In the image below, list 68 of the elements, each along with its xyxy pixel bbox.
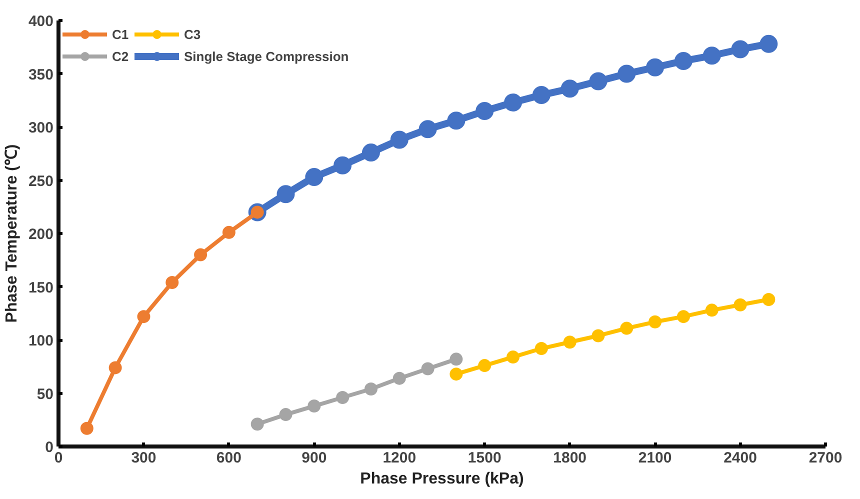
x-axis-title: Phase Pressure (kPa) (360, 470, 524, 488)
point (762, 293, 776, 306)
point (646, 58, 664, 76)
y-tick-label: 350 (28, 66, 54, 84)
point (336, 391, 350, 404)
legend-label: C1 (112, 26, 130, 42)
point (250, 418, 264, 431)
point (305, 168, 324, 186)
point (563, 336, 576, 349)
x-tick-label: 2700 (808, 450, 842, 466)
point (534, 342, 548, 356)
point (532, 86, 550, 104)
y-tick-label: 300 (28, 120, 54, 136)
point (108, 361, 122, 374)
x-tick-label: 2400 (724, 450, 757, 466)
point (705, 304, 718, 317)
point (450, 352, 463, 366)
point (478, 359, 492, 372)
point (308, 400, 321, 413)
point (392, 372, 406, 385)
y-tick-label: 400 (28, 13, 54, 30)
point (504, 94, 522, 112)
point (760, 34, 778, 53)
point (364, 382, 378, 396)
legend-label: C3 (184, 26, 202, 42)
x-tick-label: 2100 (638, 450, 672, 466)
point (560, 80, 579, 98)
point (390, 130, 408, 149)
point (279, 408, 292, 422)
y-tick-label: 150 (28, 279, 54, 296)
point (447, 112, 466, 130)
point (592, 329, 605, 342)
point (276, 185, 295, 204)
point (137, 310, 150, 324)
point (702, 46, 721, 65)
point (676, 310, 690, 324)
point (476, 102, 494, 120)
point (194, 248, 208, 262)
legend-label: C2 (112, 48, 130, 64)
x-tick-label: 300 (131, 450, 156, 466)
x-tick-label: 900 (302, 450, 327, 466)
point (450, 368, 463, 381)
point (166, 276, 179, 289)
y-tick-label: 0 (45, 439, 54, 456)
point (418, 120, 437, 138)
point (620, 322, 634, 335)
y-axis-title: Phase Temperature (℃) (3, 144, 20, 323)
x-tick-label: 1800 (553, 450, 587, 466)
point (362, 144, 380, 162)
y-tick-label: 200 (28, 226, 54, 243)
point (734, 298, 747, 312)
point (506, 350, 520, 364)
point (421, 362, 434, 376)
point (648, 315, 662, 328)
y-tick-label: 250 (28, 172, 54, 190)
x-tick-label: 1500 (468, 450, 502, 466)
point (674, 52, 692, 70)
point (731, 40, 750, 58)
legend-label: Single Stage Compression (184, 48, 349, 64)
x-tick-label: 1200 (382, 450, 416, 466)
point (618, 64, 636, 83)
point (589, 72, 608, 90)
point (222, 226, 236, 239)
point (334, 156, 352, 174)
y-tick-label: 100 (28, 332, 54, 350)
x-tick-label: 600 (216, 450, 242, 466)
point (80, 422, 94, 435)
y-tick-label: 50 (36, 386, 54, 403)
